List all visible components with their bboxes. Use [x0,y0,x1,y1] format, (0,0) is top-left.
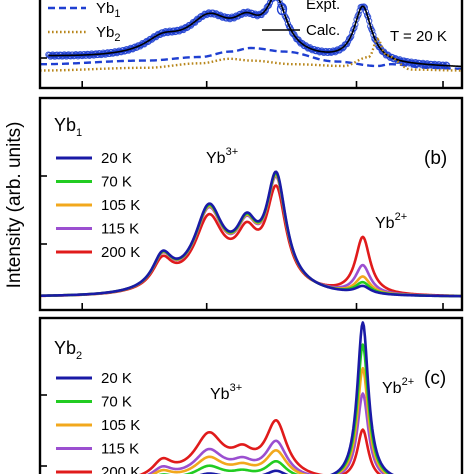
panel-b-legend: 20 K 70 K 105 K 115 K 200 K [56,150,140,261]
panel-c-legend-entry-label: 105 K [101,417,140,434]
panel-a-calc-line [48,0,463,68]
panel-c-frame [38,316,464,474]
panel-c-legend-entry-label: 200 K [101,464,140,474]
temperature-label: T = 20 K [390,28,447,45]
legend-expt-marker [276,2,288,16]
panel-b-series-line-20k [39,170,463,298]
expt-marker [269,0,276,3]
panel-b-title: Yb1 [54,115,82,139]
panel-c-yb3-label: Yb3+ [210,382,242,403]
expt-marker [266,0,274,6]
panel-b-legend-entry-label: 20 K [101,150,132,167]
panel-b-legend-entry-label: 115 K [101,221,139,238]
panel-b: Yb1 (b) Yb3+ Yb2+ 20 K 70 K 105 K 115 K 200 … [38,96,464,312]
panel-b-legend-entry-label: 200 K [101,244,140,261]
expt-marker [370,31,377,39]
panel-b-yb3-label: Yb3+ [206,146,238,167]
expt-marker [142,39,149,46]
legend-calc-label: Calc. [306,22,340,39]
panel-c-yb2-label: Yb2+ [382,376,414,397]
panel-b-legend-entry-label: 105 K [101,197,140,214]
panel-c-series-line-105k [150,366,390,474]
legend-yb2-label: Yb2 [96,24,120,44]
panel-a-yb2-line [40,37,462,72]
panel-b-yb2-label: Yb2+ [375,211,407,232]
panel-a-curves [40,0,463,72]
panel-c-label: (c) [424,368,446,389]
legend-expt-label: Expt. [306,0,340,13]
panel-a-yb1-line [40,46,463,70]
panel-c-legend-entry-label: 20 K [101,370,132,387]
panel-a-frame [38,0,464,90]
y-axis-label: Intensity (arb. units) [4,122,25,289]
panel-c-curves [139,321,394,474]
panel-c-legend-entry-label: 115 K [101,441,139,458]
panel-c-legend: 20 K 70 K 105 K 115 K 200 K [56,370,140,474]
panel-c-series-line-70k [158,343,393,474]
panel-b-legend-entry-label: 70 K [101,174,132,191]
expt-marker [270,0,276,2]
panel-b-curves [39,170,463,298]
legend-yb1-label: Yb1 [96,0,120,20]
panel-a: Yb1 Yb2 Expt. Calc. T = 20 K [38,0,464,90]
panel-c-legend-entry-label: 70 K [101,394,132,411]
panel-c-series-line-115k [146,392,387,474]
panel-c-series-line-200k [139,419,382,474]
panel-c-title: Yb2 [54,338,82,362]
panel-b-label: (b) [424,148,447,169]
panel-c: Yb2 (c) Yb3+ Yb2+ 20 K 70 K 105 K 115 K 200 … [38,316,464,474]
panel-b-frame [38,96,464,312]
